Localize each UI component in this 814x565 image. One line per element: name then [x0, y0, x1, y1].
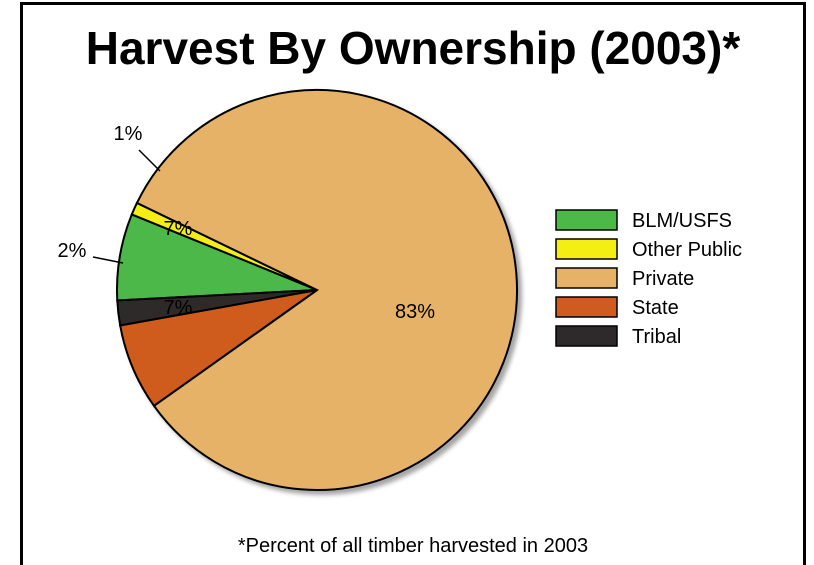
- legend-label-private: Private: [632, 268, 694, 290]
- pie-slice-tribal: [116, 289, 318, 327]
- legend-swatch-blm-usfs: [555, 209, 618, 231]
- legend-swatch-private: [555, 267, 618, 289]
- legend-label-blm-usfs: BLM/USFS: [632, 210, 732, 232]
- legend-label-tribal: Tribal: [632, 326, 681, 348]
- legend-swatch-other-public: [555, 238, 618, 260]
- slice-label-tribal: 2%: [58, 240, 87, 262]
- leader-line-tribal: [92, 256, 124, 264]
- legend-label-other-public: Other Public: [632, 239, 742, 261]
- slice-label-state: 7%: [164, 297, 193, 319]
- pie-slice-private: [135, 89, 518, 491]
- chart-footnote: *Percent of all timber harvested in 2003: [237, 535, 589, 557]
- slice-label-private: 83%: [395, 301, 435, 323]
- legend-swatch-tribal: [555, 325, 618, 347]
- legend-swatch-state: [555, 296, 618, 318]
- chart-title: Harvest By Ownership (2003)*: [85, 22, 741, 74]
- slice-label-blm-usfs: 7%: [164, 218, 193, 240]
- slice-label-other-public: 1%: [114, 123, 143, 145]
- leader-line-other-public: [138, 149, 161, 172]
- legend-label-state: State: [632, 297, 679, 319]
